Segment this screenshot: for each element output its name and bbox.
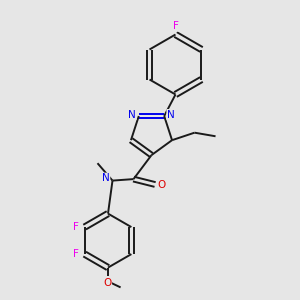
Text: F: F [73,222,79,232]
Text: N: N [128,110,136,119]
Text: N: N [102,173,110,183]
Text: O: O [103,278,112,288]
Text: F: F [73,249,79,259]
Text: F: F [172,21,178,31]
Text: O: O [157,179,165,190]
Text: N: N [167,110,175,119]
